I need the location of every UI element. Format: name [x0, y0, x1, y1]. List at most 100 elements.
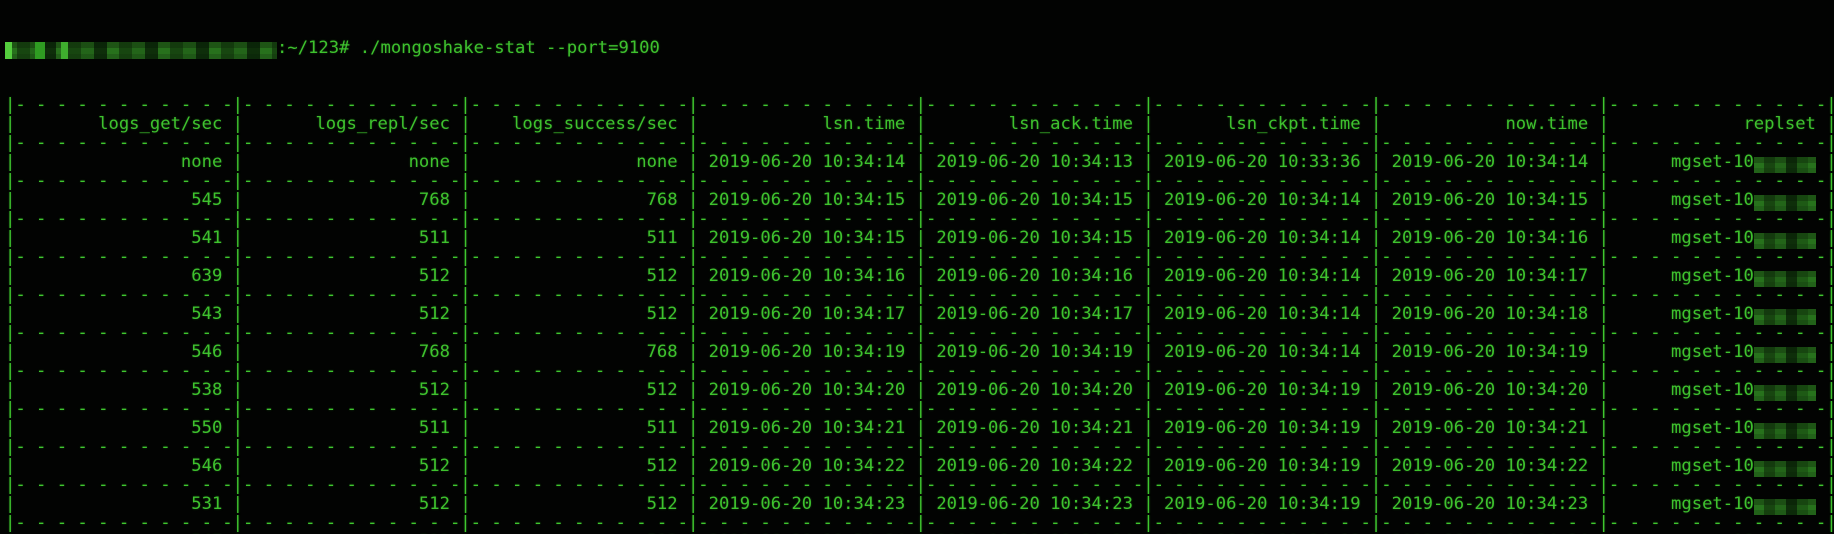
cell-logs_get/sec: | 538: [5, 380, 233, 400]
cell-logs_success/sec: | 512: [460, 304, 688, 324]
table-row: | 546 | 768 | 768 | 2019-06-20 10:34:19 …: [5, 342, 1834, 363]
cell-lsn.time: | 2019-06-20 10:34:24: [688, 532, 916, 534]
table-separator-line: |- - - - - - - - - - -|- - - - - - - - -…: [5, 209, 1834, 229]
cell-lsn_ack.time: | 2019-06-20 10:34:19: [915, 342, 1144, 362]
cell-logs_success/sec: | 511: [460, 418, 688, 438]
cell-lsn.time: | 2019-06-20 10:34:22: [687, 456, 916, 476]
cell-lsn_ckpt.time: | 2019-06-20 10:34:14: [1143, 304, 1371, 324]
table-separator-line: |- - - - - - - - - - -|- - - - - - - - -…: [5, 95, 1834, 115]
cell-now.time: | 2019-06-20 10:34:23: [1370, 494, 1599, 514]
cell-replset: | mgset-10: [1599, 228, 1827, 249]
table-right-border: |: [1826, 532, 1834, 534]
redacted-replset-id: [1753, 461, 1816, 477]
table-separator-line: |- - - - - - - - - - -|- - - - - - - - -…: [5, 285, 1834, 305]
redacted-replset-id: [1753, 385, 1816, 401]
table-right-border: |: [1826, 114, 1834, 134]
table-right-border: |: [1826, 190, 1834, 210]
table-header-row: | logs_get/sec | logs_repl/sec | logs_su…: [5, 115, 1834, 134]
cell-lsn_ack.time: | 2019-06-20 10:34:23: [915, 494, 1144, 514]
table-right-border: |: [1826, 228, 1834, 248]
cell-logs_success/sec: | 511: [460, 228, 688, 248]
cell-replset: | mgset-10: [1599, 152, 1827, 173]
redacted-replset-id: [1753, 271, 1816, 287]
cell-lsn.time: | 2019-06-20 10:34:15: [687, 228, 916, 248]
cell-logs_success/sec: | none: [460, 152, 688, 172]
cell-replset: | mgset-10: [1599, 532, 1827, 534]
table-separator-line: |- - - - - - - - - - -|- - - - - - - - -…: [5, 361, 1834, 381]
cell-logs_get/sec: | 531: [5, 494, 233, 514]
cell-lsn_ckpt.time: | 2019-06-20 10:34:19: [1143, 418, 1371, 438]
table-separator-line: |- - - - - - - - - - -|- - - - - - - - -…: [5, 133, 1834, 153]
cell-replset: | mgset-10: [1599, 418, 1827, 439]
table-row: | 546 | 512 | 512 | 2019-06-20 10:34:22 …: [5, 456, 1834, 477]
cell-logs_repl/sec: | 512: [232, 304, 461, 324]
cell-lsn.time: | 2019-06-20 10:34:16: [687, 266, 916, 286]
cell-logs_get/sec: | 639: [5, 266, 233, 286]
cell-lsn_ckpt.time: | 2019-06-20 10:34:14: [1143, 228, 1371, 248]
cell-logs_success/sec: | 512: [460, 532, 688, 534]
cell-now.time: | 2019-06-20 10:34:16: [1370, 228, 1599, 248]
redacted-replset-id: [1753, 347, 1816, 363]
cell-logs_repl/sec: | none: [232, 152, 461, 172]
cell-now.time: | 2019-06-20 10:34:14: [1370, 152, 1599, 172]
cell-logs_get/sec: | 550: [5, 418, 233, 438]
table-row: | 547 | 512 | 512 | 2019-06-20 10:34:24 …: [5, 533, 1834, 534]
cell-logs_repl/sec: | 512: [232, 494, 461, 514]
cell-lsn.time: | 2019-06-20 10:34:17: [687, 304, 916, 324]
column-header-lsn_ckpt.time: | lsn_ckpt.time: [1143, 114, 1371, 134]
cell-logs_success/sec: | 512: [460, 494, 688, 514]
cell-now.time: | 2019-06-20 10:34:21: [1370, 418, 1599, 438]
cell-logs_get/sec: | 547: [5, 532, 233, 534]
table-separator-line: |- - - - - - - - - - -|- - - - - - - - -…: [5, 475, 1834, 495]
terminal-prompt-line: :~/123# ./mongoshake-stat --port=9100: [5, 38, 1834, 59]
column-header-lsn.time: | lsn.time: [687, 114, 916, 134]
cell-replset: | mgset-10: [1599, 304, 1827, 325]
cell-replset: | mgset-10: [1599, 342, 1827, 363]
table-separator-line: |- - - - - - - - - - -|- - - - - - - - -…: [5, 323, 1834, 343]
table-separator-line: |- - - - - - - - - - -|- - - - - - - - -…: [5, 513, 1834, 533]
cell-logs_success/sec: | 512: [460, 456, 688, 476]
table-separator-line: |- - - - - - - - - - -|- - - - - - - - -…: [5, 247, 1834, 267]
table-separator-line: |- - - - - - - - - - -|- - - - - - - - -…: [5, 437, 1834, 457]
table-row: | 545 | 768 | 768 | 2019-06-20 10:34:15 …: [5, 190, 1834, 211]
cell-logs_repl/sec: | 768: [232, 190, 461, 210]
table-right-border: |: [1826, 304, 1834, 324]
table-right-border: |: [1826, 152, 1834, 172]
cell-lsn.time: | 2019-06-20 10:34:23: [687, 494, 916, 514]
cell-logs_get/sec: | 546: [5, 456, 233, 476]
cell-lsn_ckpt.time: | 2019-06-20 10:33:36: [1143, 152, 1371, 172]
cell-now.time: | 2019-06-20 10:34:22: [1370, 456, 1599, 476]
cell-logs_repl/sec: | 768: [232, 342, 461, 362]
cell-replset: | mgset-10: [1599, 190, 1827, 211]
cell-lsn.time: | 2019-06-20 10:34:20: [687, 380, 916, 400]
redacted-replset-id: [1753, 499, 1816, 515]
redacted-replset-id: [1753, 309, 1816, 325]
cell-replset: | mgset-10: [1599, 266, 1827, 287]
cell-now.time: | 2019-06-20 10:34:20: [1370, 380, 1599, 400]
cell-lsn_ack.time: | 2019-06-20 10:34:15: [915, 228, 1144, 248]
cell-lsn.time: | 2019-06-20 10:34:21: [687, 418, 916, 438]
table-row: | 639 | 512 | 512 | 2019-06-20 10:34:16 …: [5, 266, 1834, 287]
cell-lsn_ack.time: | 2019-06-20 10:34:13: [915, 152, 1144, 172]
column-header-logs_get/sec: | logs_get/sec: [5, 114, 233, 134]
redacted-replset-id: [1753, 233, 1816, 249]
table-row: | 543 | 512 | 512 | 2019-06-20 10:34:17 …: [5, 304, 1834, 325]
table-right-border: |: [1826, 456, 1834, 476]
cell-logs_success/sec: | 768: [460, 190, 688, 210]
cell-lsn_ckpt.time: | 2019-06-20 10:34:19: [1143, 494, 1371, 514]
cell-replset: | mgset-10: [1599, 494, 1827, 515]
redacted-replset-id: [1753, 423, 1816, 439]
cell-lsn_ack.time: | 2019-06-20 10:34:15: [915, 190, 1144, 210]
cell-lsn_ckpt.time: | 2019-06-20 10:34:19: [1143, 380, 1371, 400]
cell-logs_get/sec: | 541: [5, 228, 233, 248]
cell-lsn_ckpt.time: | 2019-06-20 10:34:14: [1143, 266, 1371, 286]
table-row: | 531 | 512 | 512 | 2019-06-20 10:34:23 …: [5, 494, 1834, 515]
cell-logs_get/sec: | none: [5, 152, 233, 172]
redacted-user-host: [5, 42, 277, 59]
prompt-command-text: :~/123# ./mongoshake-stat --port=9100: [277, 38, 660, 58]
cell-lsn_ack.time: | 2019-06-20 10:34:17: [915, 304, 1144, 324]
cell-lsn.time: | 2019-06-20 10:34:14: [687, 152, 916, 172]
cell-now.time: | 2019-06-20 10:34:24: [1371, 532, 1599, 534]
cell-lsn_ckpt.time: | 2019-06-20 10:34:14: [1143, 190, 1371, 210]
